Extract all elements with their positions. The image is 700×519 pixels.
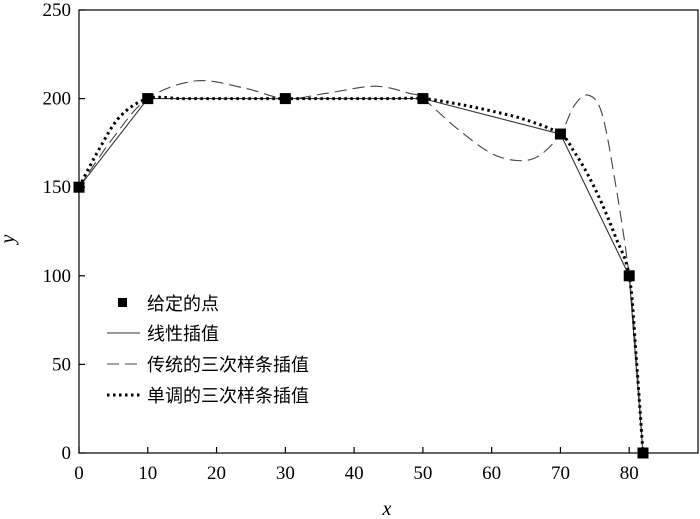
plot-border [78,9,699,454]
given-points [73,93,649,459]
x-axis: 0 10 20 30 40 50 60 70 80 [74,447,639,484]
y-tick-label: 250 [43,0,72,21]
data-point-marker [142,93,154,105]
legend-label-dotted: 单调的三次样条插值 [147,386,309,407]
y-axis-title: y [0,234,19,245]
legend-label-dashed: 传统的三次样条插值 [147,355,309,376]
data-point-marker [637,447,649,459]
y-tick-label: 50 [52,354,71,375]
x-axis-title: x [382,498,392,519]
y-tick-label: 200 [43,89,72,110]
y-axis: 0 50 100 150 200 250 [43,0,85,464]
y-tick-label: 100 [43,266,72,287]
data-point-marker [279,93,291,105]
data-point-marker [554,128,566,140]
legend-label-solid: 线性插值 [147,324,219,345]
x-tick-label: 10 [138,463,157,484]
x-tick-label: 70 [551,463,570,484]
legend-label-given-points: 给定的点 [147,294,219,315]
legend-marker-given-points [118,298,127,307]
x-tick-label: 0 [74,463,84,484]
y-tick-label: 150 [43,177,72,198]
x-tick-label: 80 [620,463,639,484]
x-tick-label: 30 [276,463,295,484]
y-tick-label: 0 [62,443,72,464]
data-point-marker [73,181,85,193]
x-tick-label: 60 [482,463,501,484]
data-point-marker [417,93,429,105]
plot-frame [78,9,699,454]
data-point-marker [623,270,635,282]
series-line-dashed [78,80,644,454]
x-tick-label: 50 [413,463,432,484]
x-tick-label: 20 [207,463,226,484]
x-tick-label: 40 [345,463,364,484]
